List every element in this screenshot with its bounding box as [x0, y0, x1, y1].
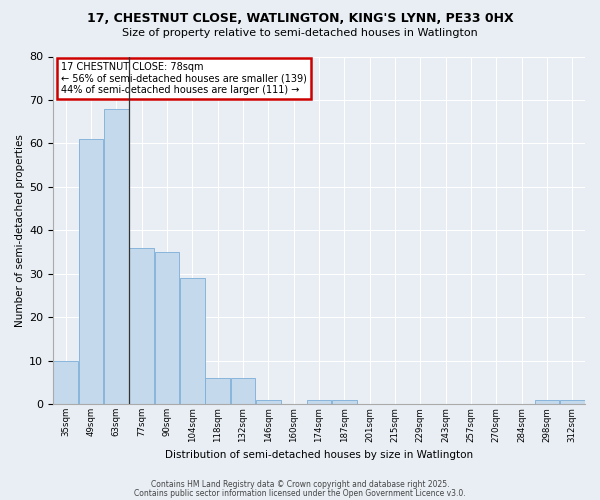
Bar — [535, 400, 559, 404]
Bar — [155, 252, 179, 404]
Bar — [53, 360, 78, 404]
Bar — [104, 108, 128, 404]
Text: Contains public sector information licensed under the Open Government Licence v3: Contains public sector information licen… — [134, 488, 466, 498]
X-axis label: Distribution of semi-detached houses by size in Watlington: Distribution of semi-detached houses by … — [165, 450, 473, 460]
Bar — [79, 139, 103, 404]
Text: Contains HM Land Registry data © Crown copyright and database right 2025.: Contains HM Land Registry data © Crown c… — [151, 480, 449, 489]
Bar — [560, 400, 584, 404]
Bar — [332, 400, 356, 404]
Bar — [307, 400, 331, 404]
Bar — [130, 248, 154, 404]
Bar — [205, 378, 230, 404]
Bar — [180, 278, 205, 404]
Text: 17 CHESTNUT CLOSE: 78sqm
← 56% of semi-detached houses are smaller (139)
44% of : 17 CHESTNUT CLOSE: 78sqm ← 56% of semi-d… — [61, 62, 307, 95]
Text: Size of property relative to semi-detached houses in Watlington: Size of property relative to semi-detach… — [122, 28, 478, 38]
Text: 17, CHESTNUT CLOSE, WATLINGTON, KING'S LYNN, PE33 0HX: 17, CHESTNUT CLOSE, WATLINGTON, KING'S L… — [86, 12, 514, 26]
Bar — [256, 400, 281, 404]
Y-axis label: Number of semi-detached properties: Number of semi-detached properties — [15, 134, 25, 326]
Bar — [231, 378, 255, 404]
